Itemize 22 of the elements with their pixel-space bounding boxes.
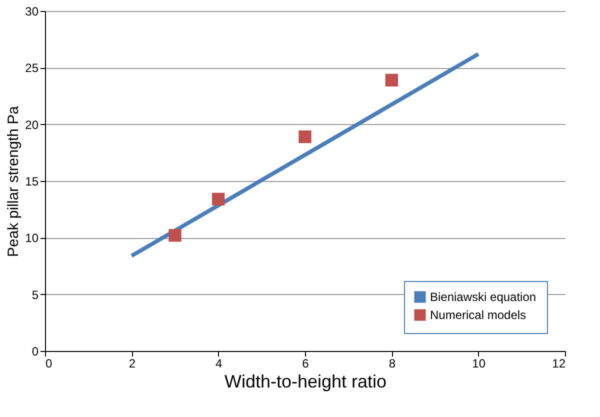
x-tick-label: 10	[472, 356, 486, 370]
y-tick-label: 30	[25, 4, 39, 18]
y-tick-label: 0	[32, 344, 39, 358]
y-tick-label: 15	[25, 174, 39, 188]
y-tick-label: 5	[32, 288, 39, 302]
point	[298, 130, 312, 144]
point	[168, 229, 182, 242]
x-axis-title: Width-to-height ratio	[224, 372, 387, 392]
x-tick-label: 0	[46, 356, 52, 370]
y-tick-label: 10	[25, 231, 39, 246]
x-tick-label: 2	[128, 356, 136, 370]
y-tick-label: 20	[25, 118, 39, 132]
x-tick-label: 12	[552, 356, 566, 370]
y-axis-title: Peak pillar strength Pa	[5, 105, 22, 257]
x-tick-label: 4	[215, 356, 222, 370]
point	[212, 192, 225, 206]
x-tick-label: 8	[388, 356, 396, 370]
x-tick-label: 6	[302, 356, 310, 370]
legend-label: Numerical models	[430, 308, 526, 322]
point	[385, 74, 398, 86]
y-tick-label: 25	[25, 61, 39, 76]
legend-label: Bieniawski equation	[430, 290, 536, 304]
